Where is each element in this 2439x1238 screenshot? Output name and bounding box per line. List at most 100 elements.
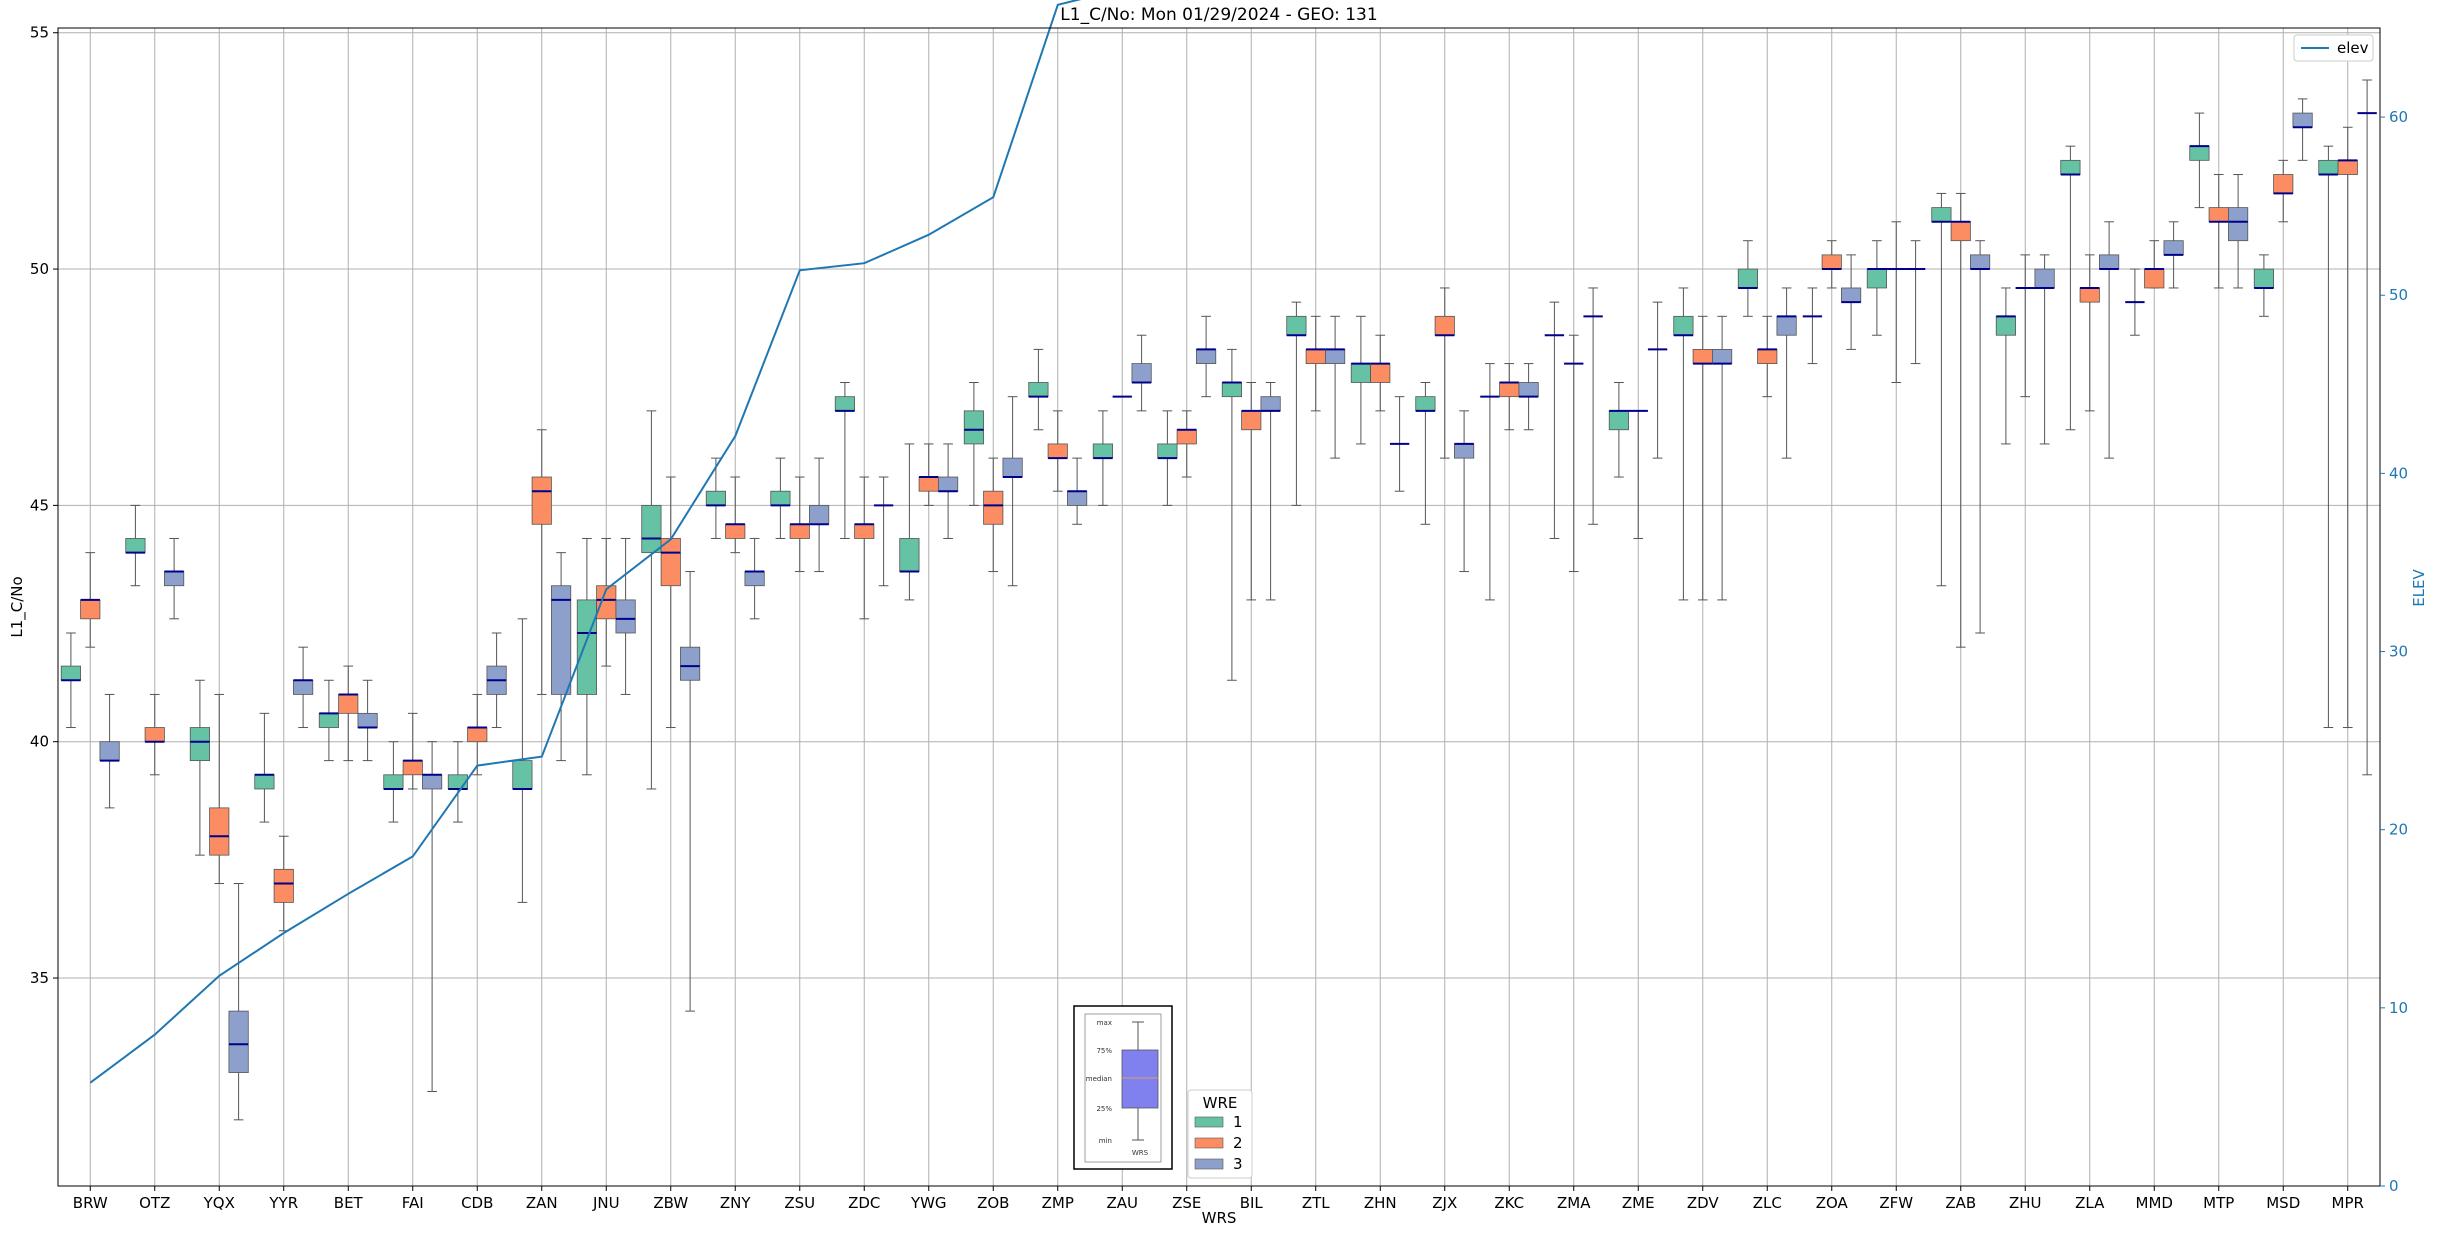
box-iqr (1370, 363, 1391, 383)
box-wre-3 (873, 476, 894, 587)
box-wre-2 (660, 476, 681, 729)
box-iqr (641, 504, 662, 554)
x-tick-label: MSD (2266, 1194, 2300, 1212)
x-tick-label: YQX (203, 1194, 235, 1212)
box-wre-3 (2034, 254, 2055, 445)
box-wre-3 (551, 552, 572, 762)
box-wre-2 (531, 429, 552, 695)
box-wre-3 (228, 883, 249, 1121)
y2-tick-label: 30 (2389, 643, 2408, 661)
box-wre-3 (1776, 287, 1797, 459)
elev-line (89, 0, 1082, 1084)
box-iqr (2034, 268, 2055, 289)
box-key-q1: 25% (1096, 1105, 1112, 1113)
x-tick-label: ZSE (1172, 1194, 1201, 1212)
box-iqr (1157, 443, 1178, 459)
box-iqr (2144, 268, 2165, 289)
box-wre-1 (318, 679, 339, 762)
box-iqr (1176, 429, 1197, 445)
box-wre-2 (1176, 410, 1197, 478)
x-axis-label: WRS (1202, 1209, 1237, 1227)
box-wre-1 (1221, 348, 1242, 681)
box-wre-1 (383, 741, 404, 823)
box-wre-2 (209, 693, 230, 885)
box-wre-1 (125, 504, 146, 587)
box-iqr (1950, 221, 1971, 242)
x-tick-label: ZOB (977, 1194, 1009, 1212)
box-wre-3 (1841, 254, 1862, 350)
box-iqr (1221, 382, 1242, 398)
x-tick-label: CDB (461, 1194, 493, 1212)
x-tick-label: ZLC (1753, 1194, 1782, 1212)
box-wre-3 (1712, 315, 1733, 601)
box-wre-2 (1628, 409, 1648, 539)
box-iqr (209, 807, 230, 856)
box-wre-2 (1499, 363, 1520, 431)
y-tick-label: 35 (30, 969, 49, 987)
box-wre-3 (1325, 315, 1346, 459)
box-wre-3 (1905, 240, 1926, 365)
box-iqr (318, 712, 339, 728)
x-tick-label: FAI (402, 1194, 424, 1212)
box-iqr (402, 760, 423, 776)
box-wre-2 (402, 712, 423, 790)
box-wre-1 (1480, 363, 1500, 601)
y-tick-label: 55 (30, 24, 49, 42)
box-iqr (1305, 349, 1326, 364)
box-wre-1 (1802, 287, 1823, 365)
box-iqr (1931, 207, 1952, 223)
box-iqr (770, 490, 791, 506)
box-iqr (1518, 382, 1539, 398)
wre-legend-label-3: 3 (1233, 1155, 1243, 1173)
box-iqr (576, 599, 597, 695)
box-wre-2 (2015, 254, 2035, 398)
x-tick-label: ZMP (1042, 1194, 1074, 1212)
box-iqr (1047, 443, 1068, 459)
axes-ticks: BRW OTZ YQX YYR BET FAI CDB ZAN JNU ZBW ZNY ZSU ZDC Y… (30, 24, 2408, 1212)
box-wre-1 (189, 679, 210, 856)
box-wre-3 (615, 537, 636, 695)
x-tick-label: BIL (1240, 1194, 1264, 1212)
box-wre-2 (2337, 126, 2358, 729)
y-axis-label: L1_C/No (8, 576, 27, 637)
box-wre-3 (2228, 174, 2249, 289)
elev-series (89, 0, 1082, 1084)
y-tick-label: 45 (30, 496, 49, 514)
box-iqr (531, 476, 552, 525)
y2-tick-label: 40 (2389, 464, 2408, 482)
box-wre-1 (963, 381, 984, 506)
x-tick-label: ZDC (848, 1194, 880, 1212)
box-wre-2 (1047, 410, 1068, 492)
box-wre-1 (1866, 240, 1887, 336)
box-iqr (1841, 287, 1862, 303)
box-wre-1 (1737, 240, 1758, 317)
box-iqr (680, 646, 701, 681)
wre-legend-swatch-2 (1194, 1137, 1224, 1149)
box-wre-1 (1286, 301, 1307, 506)
box-iqr (2337, 159, 2358, 175)
box-wre-3 (1970, 240, 1991, 634)
box-iqr (789, 523, 810, 539)
box-wre-1 (834, 381, 855, 539)
box-wre-3 (1002, 396, 1023, 587)
box-iqr (383, 774, 404, 790)
elev-legend: elev (2293, 34, 2374, 62)
box-wre-2 (918, 443, 939, 506)
box-iqr (1092, 443, 1113, 459)
box-iqr (2060, 159, 2081, 175)
x-tick-label: ZMA (1557, 1194, 1591, 1212)
box-iqr (2292, 112, 2313, 128)
box-iqr (338, 694, 359, 714)
box-iqr (164, 571, 185, 587)
box-wre-1 (899, 443, 920, 601)
box-wre-3 (938, 443, 959, 539)
box-iqr (1866, 268, 1887, 289)
box-wre-2 (789, 476, 810, 573)
box-wre-2 (725, 476, 746, 554)
box-wre-1 (2318, 145, 2339, 729)
y2-tick-label: 10 (2389, 999, 2408, 1017)
box-wre-2 (1757, 315, 1778, 398)
wre-legend-label-1: 1 (1233, 1113, 1243, 1131)
box-iqr (1434, 315, 1455, 336)
box-iqr (1737, 268, 1758, 289)
